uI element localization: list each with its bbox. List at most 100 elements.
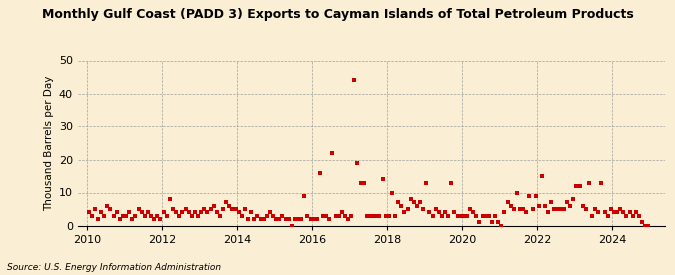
Point bbox=[574, 184, 585, 188]
Point bbox=[234, 210, 244, 214]
Point bbox=[543, 210, 554, 214]
Point bbox=[121, 213, 132, 218]
Point bbox=[377, 177, 388, 182]
Point bbox=[637, 220, 647, 224]
Point bbox=[362, 213, 373, 218]
Point bbox=[108, 213, 119, 218]
Point bbox=[402, 207, 413, 211]
Point bbox=[577, 204, 588, 208]
Point bbox=[330, 213, 341, 218]
Point bbox=[408, 200, 419, 205]
Text: Monthly Gulf Coast (PADD 3) Exports to Cayman Islands of Total Petroleum Product: Monthly Gulf Coast (PADD 3) Exports to C… bbox=[42, 8, 633, 21]
Point bbox=[346, 213, 356, 218]
Point bbox=[340, 213, 350, 218]
Point bbox=[508, 207, 519, 211]
Point bbox=[167, 207, 178, 211]
Point bbox=[259, 217, 269, 221]
Point bbox=[562, 200, 572, 205]
Point bbox=[364, 213, 375, 218]
Point bbox=[355, 180, 366, 185]
Point bbox=[537, 174, 547, 178]
Point bbox=[140, 213, 151, 218]
Point bbox=[111, 210, 122, 214]
Point bbox=[190, 210, 200, 214]
Point bbox=[452, 213, 463, 218]
Point bbox=[468, 210, 479, 214]
Point bbox=[443, 213, 454, 218]
Point bbox=[568, 197, 578, 201]
Point bbox=[374, 213, 385, 218]
Point bbox=[527, 207, 538, 211]
Point bbox=[496, 223, 507, 228]
Point bbox=[183, 210, 194, 214]
Point bbox=[277, 213, 288, 218]
Point bbox=[421, 180, 432, 185]
Point bbox=[249, 217, 260, 221]
Point bbox=[130, 213, 141, 218]
Point bbox=[449, 210, 460, 214]
Point bbox=[230, 207, 241, 211]
Point bbox=[387, 190, 398, 195]
Point bbox=[158, 210, 169, 214]
Point bbox=[418, 207, 429, 211]
Point bbox=[521, 210, 532, 214]
Point bbox=[136, 210, 147, 214]
Point bbox=[412, 204, 423, 208]
Point bbox=[430, 207, 441, 211]
Point bbox=[89, 207, 100, 211]
Point bbox=[202, 210, 213, 214]
Point bbox=[215, 213, 225, 218]
Point bbox=[437, 213, 448, 218]
Point bbox=[152, 213, 163, 218]
Point bbox=[327, 151, 338, 155]
Point bbox=[305, 217, 316, 221]
Point bbox=[99, 213, 109, 218]
Point bbox=[148, 217, 159, 221]
Point bbox=[240, 207, 250, 211]
Point bbox=[634, 213, 645, 218]
Point bbox=[271, 217, 281, 221]
Point bbox=[196, 210, 207, 214]
Point bbox=[261, 213, 272, 218]
Point bbox=[142, 210, 153, 214]
Point bbox=[393, 200, 404, 205]
Point bbox=[512, 190, 522, 195]
Point bbox=[315, 170, 325, 175]
Point bbox=[290, 217, 300, 221]
Point bbox=[358, 180, 369, 185]
Point bbox=[242, 217, 253, 221]
Point bbox=[593, 210, 603, 214]
Point bbox=[293, 217, 304, 221]
Point bbox=[102, 204, 113, 208]
Point bbox=[518, 207, 529, 211]
Point bbox=[531, 194, 541, 198]
Point bbox=[127, 217, 138, 221]
Point bbox=[86, 213, 97, 218]
Point bbox=[599, 210, 610, 214]
Point bbox=[424, 210, 435, 214]
Point bbox=[192, 213, 203, 218]
Point bbox=[117, 213, 128, 218]
Point bbox=[186, 213, 197, 218]
Point bbox=[571, 184, 582, 188]
Point bbox=[133, 207, 144, 211]
Point bbox=[246, 210, 256, 214]
Point bbox=[624, 210, 635, 214]
Point bbox=[211, 210, 222, 214]
Point bbox=[590, 207, 601, 211]
Point bbox=[308, 217, 319, 221]
Point bbox=[615, 207, 626, 211]
Point bbox=[205, 207, 216, 211]
Point bbox=[533, 204, 544, 208]
Point bbox=[209, 204, 219, 208]
Point bbox=[227, 207, 238, 211]
Point bbox=[105, 207, 116, 211]
Point bbox=[399, 210, 410, 214]
Point bbox=[455, 213, 466, 218]
Point bbox=[608, 210, 619, 214]
Point bbox=[489, 213, 500, 218]
Point bbox=[640, 223, 651, 228]
Point bbox=[643, 223, 653, 228]
Point bbox=[462, 213, 472, 218]
Point bbox=[565, 204, 576, 208]
